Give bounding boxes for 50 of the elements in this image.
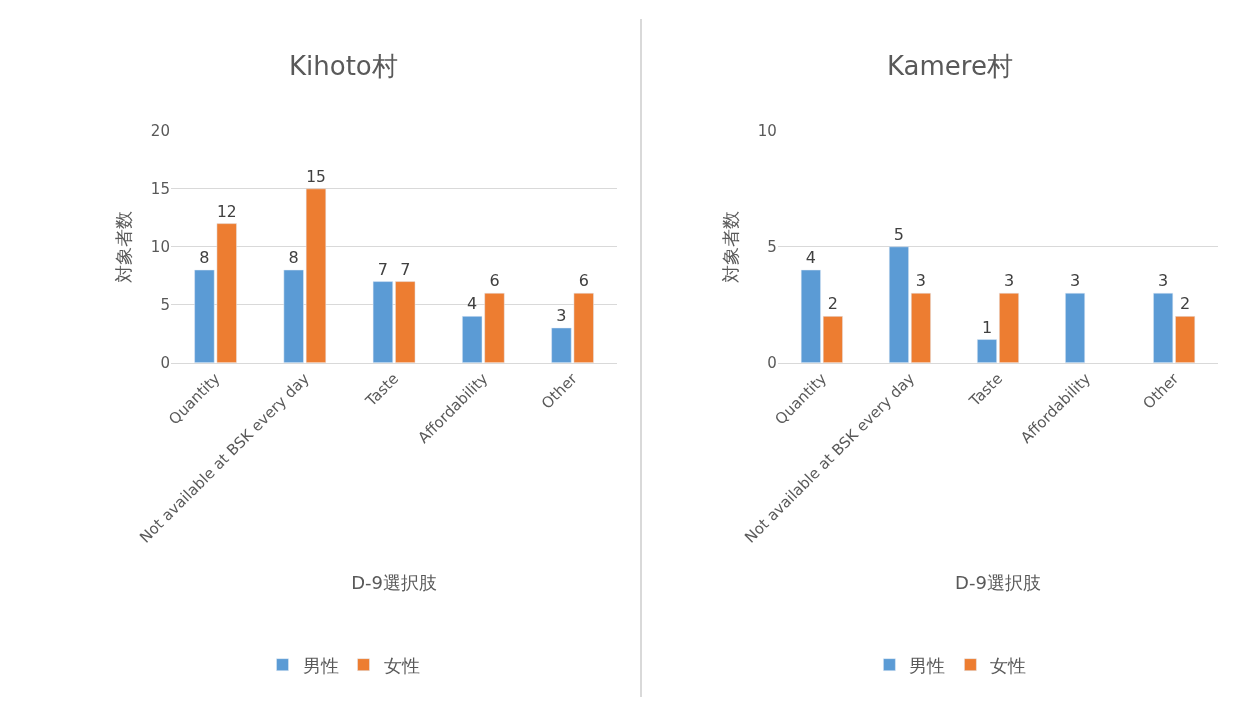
bar (372, 281, 393, 363)
bar (889, 246, 909, 363)
data-label: 7 (377, 259, 389, 279)
legend-label: 女性 (990, 654, 1027, 676)
data-label: 4 (805, 248, 816, 267)
data-label: 12 (216, 202, 237, 221)
data-label: 3 (915, 271, 927, 291)
bar (395, 281, 416, 363)
bar (1175, 316, 1196, 363)
y-tick-label: 10 (150, 238, 170, 257)
data-label: 3 (556, 305, 567, 325)
x-axis-title: D-9選択肢 (351, 571, 437, 593)
data-label: 4 (467, 294, 478, 314)
y-axis-title: 対象者数 (113, 210, 135, 283)
bar (999, 292, 1019, 363)
y-tick-label: 20 (150, 122, 170, 141)
data-label: 3 (1158, 271, 1169, 291)
data-label: 1 (981, 317, 993, 337)
bar (305, 188, 327, 363)
data-label: 2 (827, 294, 838, 314)
legend-label: 男性 (302, 654, 339, 676)
data-label: 6 (578, 271, 589, 291)
y-tick-label: 5 (160, 296, 170, 315)
y-tick-label: 15 (150, 180, 170, 199)
data-label: 3 (1003, 271, 1015, 291)
chart-title: Kihoto村 (289, 51, 398, 81)
data-label: 2 (1180, 294, 1191, 314)
legend-label: 女性 (383, 654, 420, 676)
y-tick-label: 10 (757, 122, 777, 141)
data-label: 15 (306, 167, 326, 186)
y-axis-title: 対象者数 (719, 210, 741, 283)
bar (800, 269, 821, 363)
bar (911, 292, 931, 363)
y-tick-label: 5 (767, 238, 777, 257)
data-label: 8 (288, 248, 299, 267)
bar (822, 316, 843, 363)
data-label: 6 (489, 271, 500, 291)
bar (283, 269, 304, 363)
bar (1153, 292, 1174, 363)
y-tick-label: 0 (160, 354, 170, 372)
y-tick-label: 0 (767, 354, 777, 372)
x-axis-title: D-9選択肢 (955, 571, 1041, 593)
data-label: 3 (1069, 271, 1081, 291)
data-label: 8 (199, 248, 210, 267)
data-label: 7 (400, 259, 411, 279)
legend-label: 男性 (909, 654, 946, 676)
chart-title: Kamere村 (887, 51, 1013, 81)
data-label: 5 (893, 224, 905, 244)
bar (977, 339, 997, 363)
bar (1065, 292, 1085, 363)
